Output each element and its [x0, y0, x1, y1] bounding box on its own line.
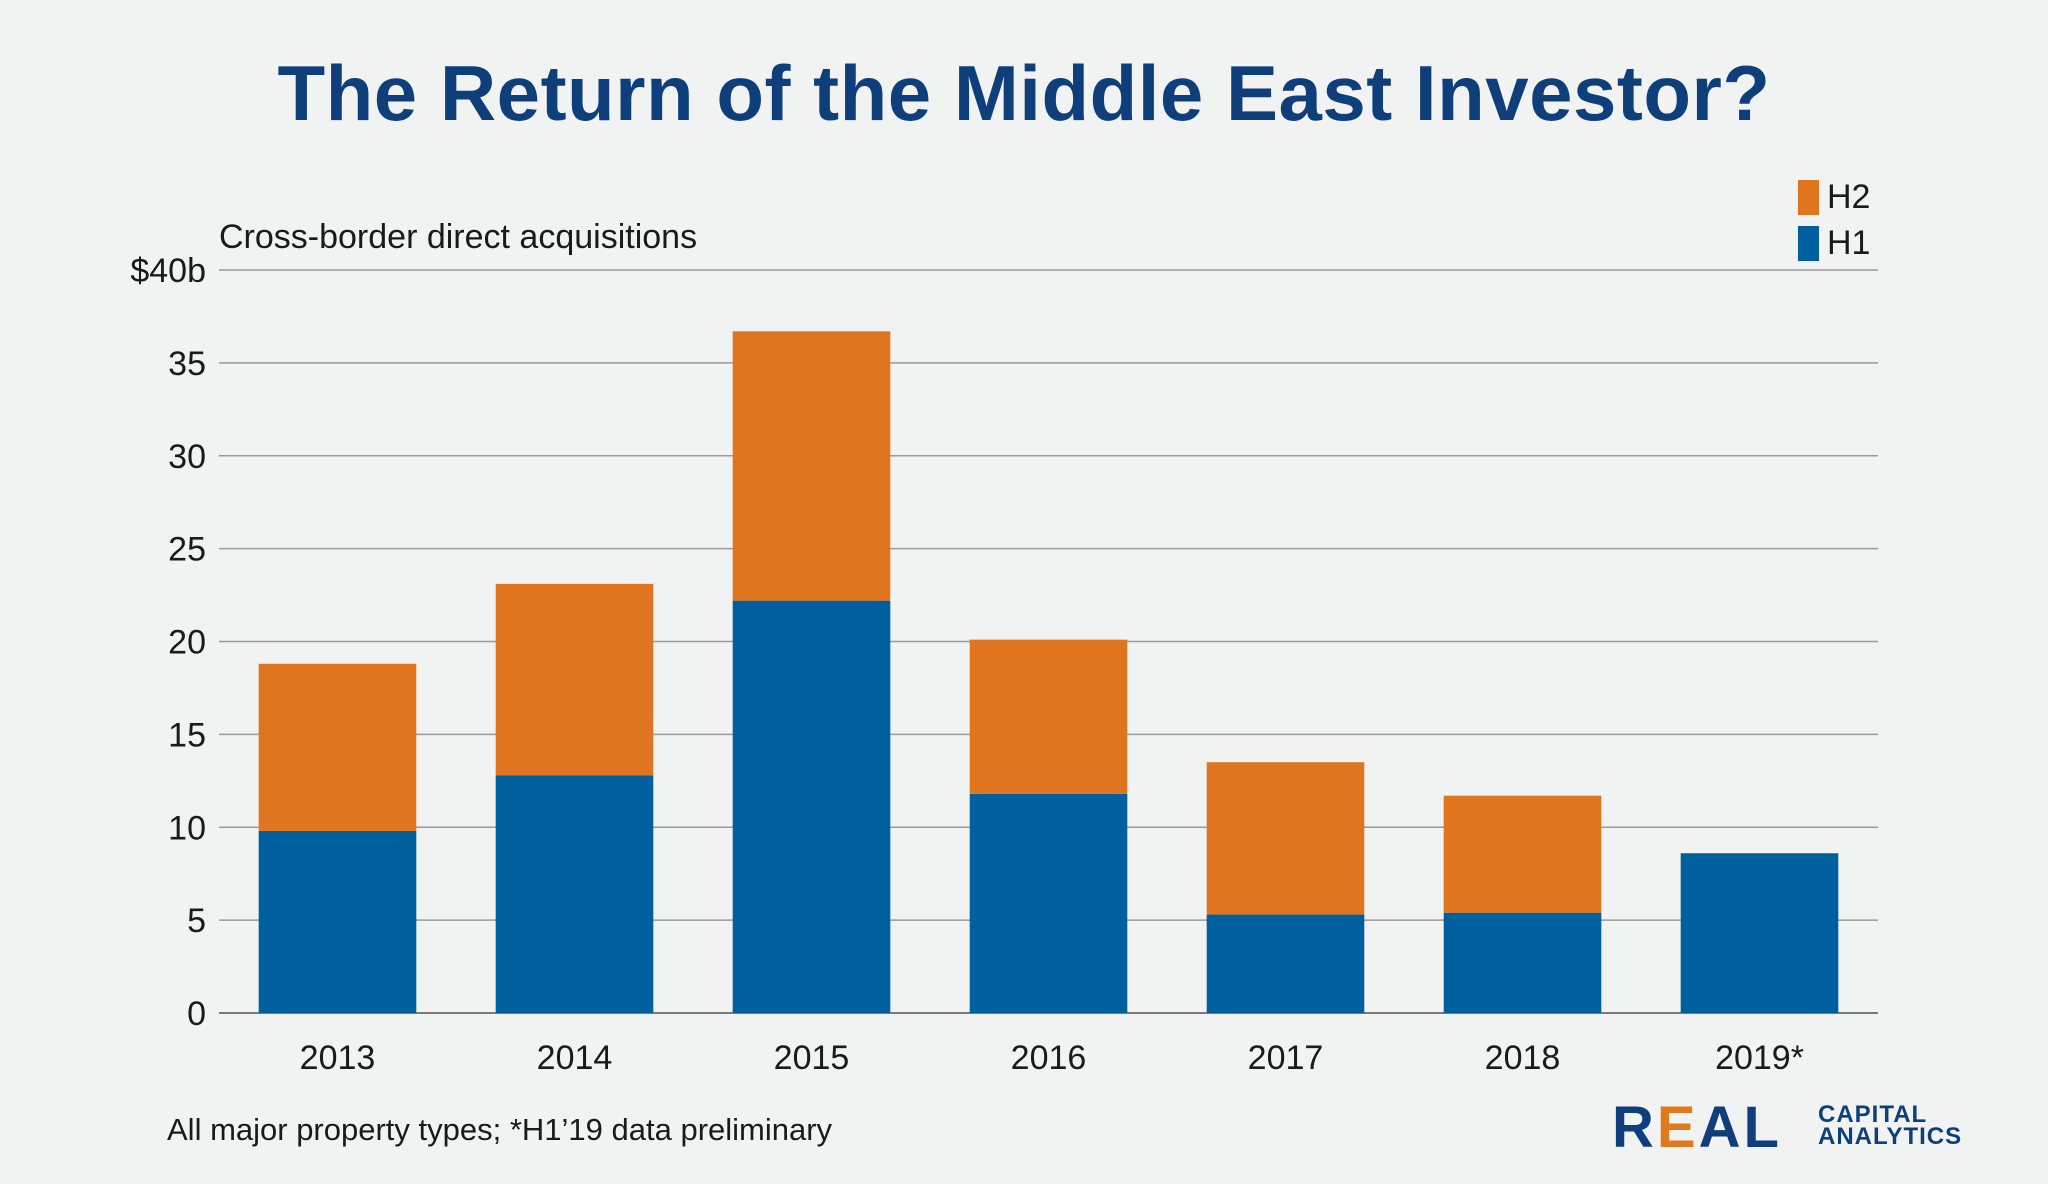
bar-h1-2014	[495, 775, 654, 1013]
real-capital-analytics-logo: REAL CAPITAL ANALYTICS	[1612, 1098, 2012, 1158]
y-tick-label: 35	[168, 345, 206, 383]
x-tick-label: 2017	[1248, 1039, 1324, 1077]
chart-footnote: All major property types; *H1’19 data pr…	[167, 1112, 833, 1147]
y-tick-label: 5	[187, 902, 206, 940]
bar-h1-2013	[258, 830, 417, 1013]
bar-h2-2014	[495, 583, 654, 776]
bar-h2-2015	[732, 331, 891, 601]
legend: H2 H1	[1798, 174, 1870, 266]
y-tick-label: 25	[168, 531, 206, 569]
x-tick-label: 2014	[537, 1039, 613, 1077]
bar-h1-2017	[1206, 914, 1365, 1013]
bar-h2-2016	[969, 639, 1128, 794]
x-tick-label: 2016	[1011, 1039, 1087, 1077]
y-tick-label: 10	[168, 809, 206, 847]
legend-swatch-h2	[1798, 179, 1819, 215]
logo-wordmark: REAL	[1612, 1095, 1782, 1160]
bar-h1-2019	[1680, 853, 1839, 1013]
chart-subtitle: Cross-border direct acquisitions	[219, 218, 698, 256]
bar-h2-2013	[258, 663, 417, 831]
y-tick-label: 30	[168, 438, 206, 476]
x-tick-label: 2019*	[1715, 1039, 1804, 1077]
legend-item-h2: H2	[1798, 174, 1870, 220]
logo-line-capital: CAPITAL	[1818, 1101, 1928, 1128]
bar-h1-2016	[969, 793, 1128, 1013]
bar-h1-2018	[1443, 912, 1602, 1013]
y-tick-label: $40b	[130, 252, 206, 290]
legend-item-h1: H1	[1798, 220, 1870, 266]
logo-subtext: CAPITAL ANALYTICS	[1818, 1101, 1963, 1150]
y-tick-label: 15	[168, 716, 206, 754]
bar-h2-2017	[1206, 762, 1365, 915]
logo-line-analytics: ANALYTICS	[1818, 1123, 1963, 1150]
y-tick-label: 20	[168, 624, 206, 662]
x-tick-label: 2018	[1485, 1039, 1561, 1077]
legend-label-h2: H2	[1827, 177, 1871, 216]
x-tick-label: 2013	[300, 1039, 376, 1077]
bar-h1-2015	[732, 600, 891, 1013]
bar-h2-2018	[1443, 795, 1602, 913]
x-tick-label: 2015	[774, 1039, 850, 1077]
legend-swatch-h1	[1798, 225, 1819, 261]
y-tick-label: 0	[187, 995, 206, 1033]
chart-title: The Return of the Middle East Investor?	[277, 49, 1771, 137]
legend-label-h1: H1	[1827, 223, 1871, 262]
